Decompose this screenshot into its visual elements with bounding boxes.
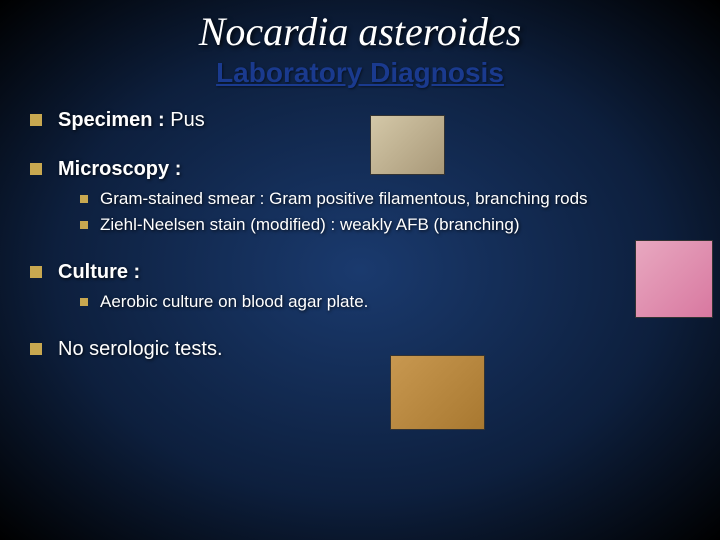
- bullet-text: Microscopy :: [58, 158, 181, 181]
- slide-subtitle: Laboratory Diagnosis: [0, 57, 720, 89]
- sub-bullet: Gram-stained smear : Gram positive filam…: [80, 189, 690, 209]
- sub-bullet: Ziehl-Neelsen stain (modified) : weakly …: [80, 215, 690, 235]
- sub-bullet: Aerobic culture on blood agar plate.: [80, 292, 690, 312]
- sub-bullet-text: Gram-stained smear : Gram positive filam…: [100, 189, 588, 209]
- culture-subitems: Aerobic culture on blood agar plate.: [30, 292, 690, 312]
- bullet-rest: Pus: [165, 109, 205, 131]
- square-bullet-icon: [80, 298, 88, 306]
- gram-stain-image: [370, 115, 445, 175]
- bullet-text: No serologic tests.: [58, 338, 223, 361]
- square-bullet-icon: [80, 221, 88, 229]
- bullet-label: Specimen :: [58, 109, 165, 131]
- microscopy-subitems: Gram-stained smear : Gram positive filam…: [30, 189, 690, 235]
- bullet-serologic: No serologic tests.: [30, 338, 690, 361]
- sub-bullet-text: Ziehl-Neelsen stain (modified) : weakly …: [100, 215, 520, 235]
- bullet-label: Culture :: [58, 261, 140, 283]
- bullet-label: Microscopy :: [58, 158, 181, 180]
- bullet-label: No serologic tests.: [58, 338, 223, 360]
- square-bullet-icon: [30, 343, 42, 355]
- bullet-culture: Culture :: [30, 261, 690, 284]
- sub-bullet-text: Aerobic culture on blood agar plate.: [100, 292, 368, 312]
- bullet-text: Specimen : Pus: [58, 109, 205, 132]
- square-bullet-icon: [30, 114, 42, 126]
- bullet-specimen: Specimen : Pus: [30, 109, 690, 132]
- square-bullet-icon: [80, 195, 88, 203]
- square-bullet-icon: [30, 163, 42, 175]
- slide-title: Nocardia asteroides: [0, 0, 720, 55]
- slide-content: Specimen : Pus Microscopy : Gram-stained…: [0, 89, 720, 361]
- square-bullet-icon: [30, 266, 42, 278]
- bullet-microscopy: Microscopy :: [30, 158, 690, 181]
- blood-agar-image: [390, 355, 485, 430]
- bullet-text: Culture :: [58, 261, 140, 284]
- ziehl-neelsen-image: [635, 240, 713, 318]
